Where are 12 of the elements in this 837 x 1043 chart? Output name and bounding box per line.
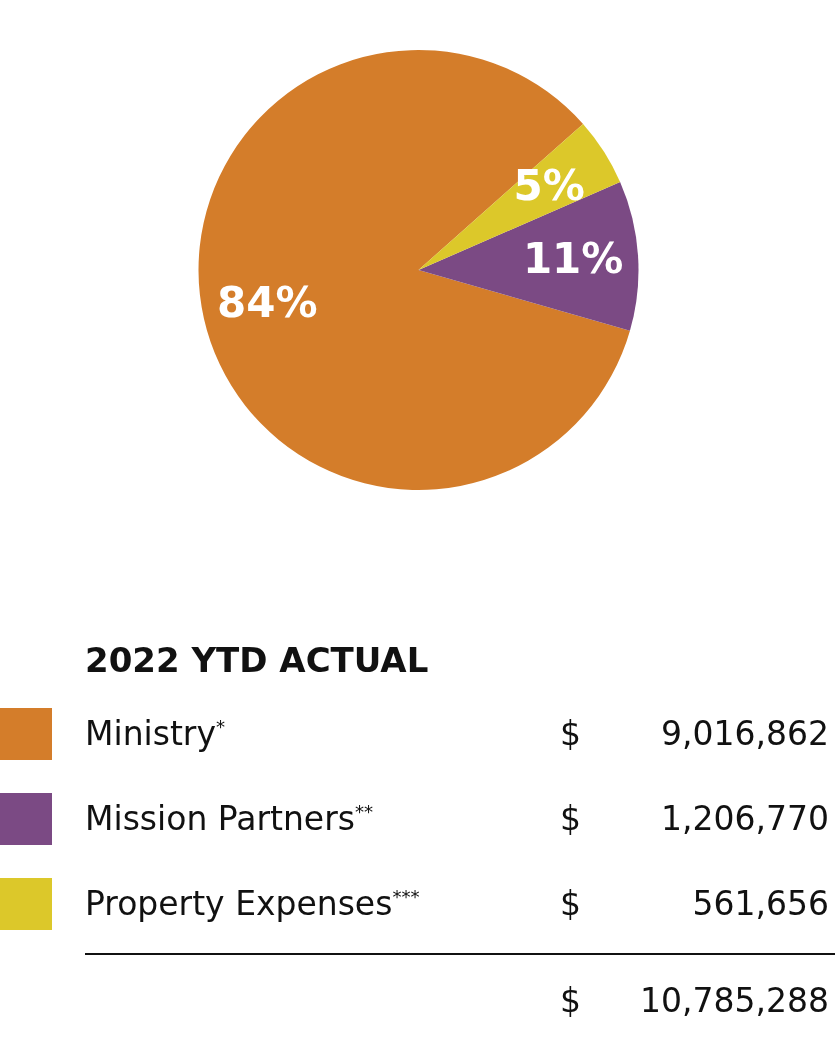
text: $ 9,016,862 [560, 714, 829, 753]
data-label: 5% [513, 160, 585, 210]
legend-label: Ministry$^{*}$ [85, 714, 226, 753]
text: $ 10,785,288 [560, 981, 829, 1020]
text: $ 1,206,770 [560, 799, 829, 838]
legend-label: Mission Partners$^{**}$ [85, 799, 374, 838]
data-label: 84% [217, 278, 318, 328]
pie-slice [198, 50, 630, 490]
legend-label: Property Expenses$^{***}$ [85, 884, 420, 923]
data-label: 11% [522, 233, 624, 283]
legend-title: 2022 YTD ACTUAL [85, 640, 429, 680]
text: $ 561,656 [560, 884, 829, 923]
